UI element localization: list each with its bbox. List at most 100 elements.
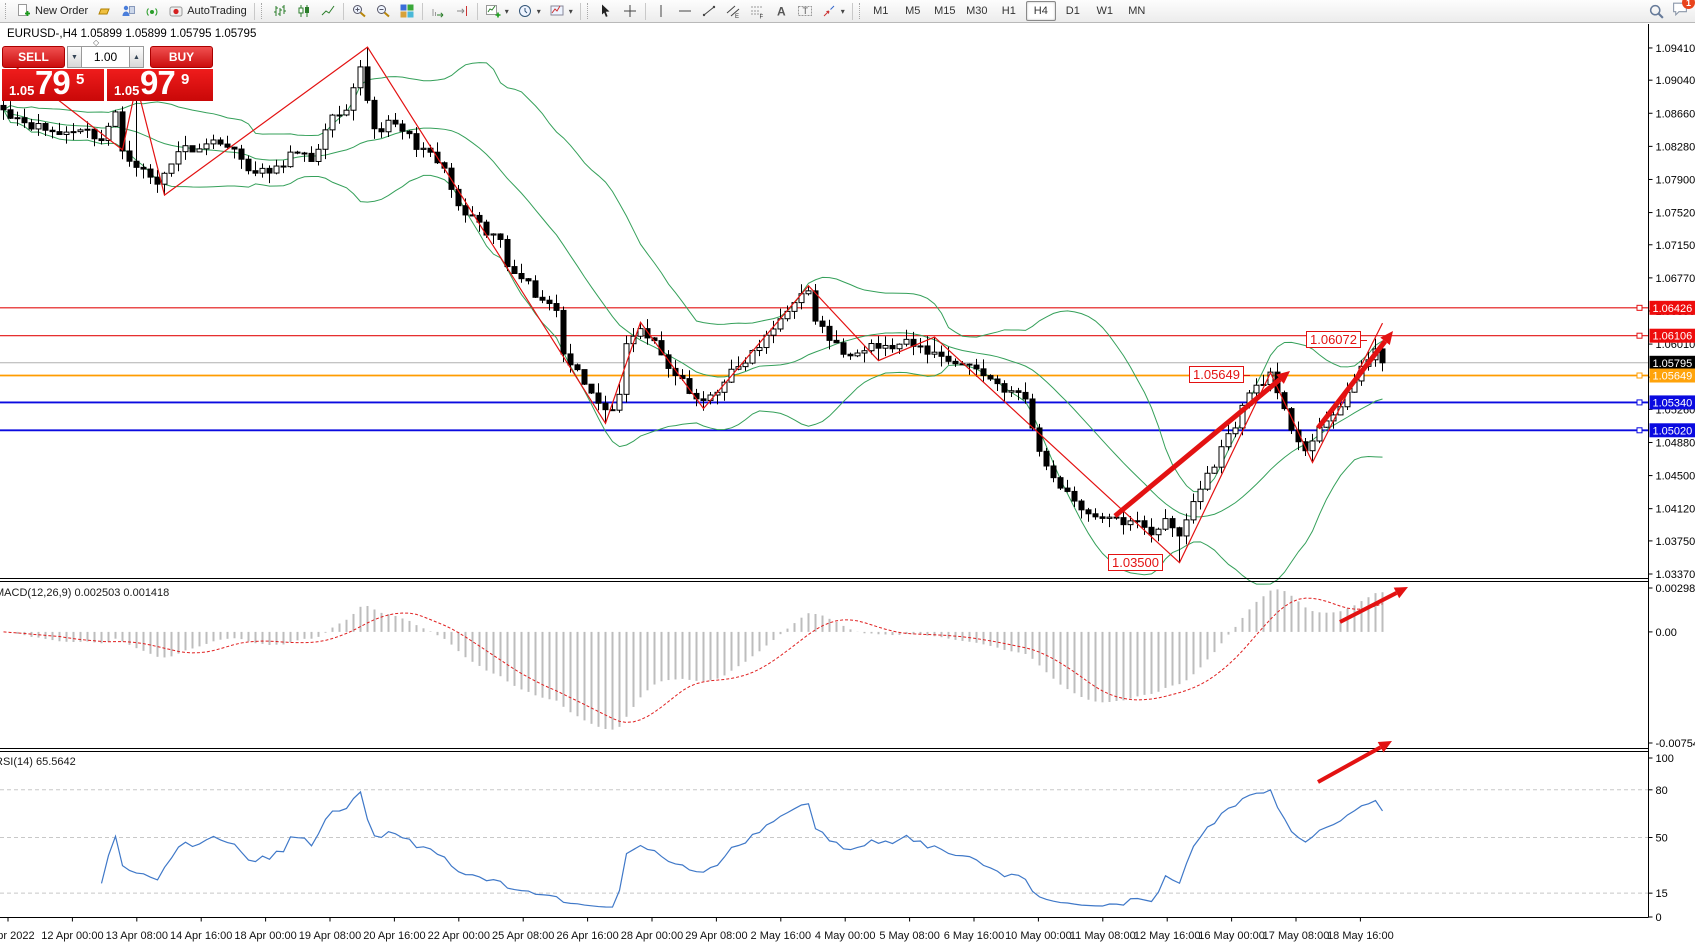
candle-body [112,111,119,127]
time-label: 28 Apr 00:00 [620,930,684,942]
candle-body [1162,518,1169,530]
hline-price-label-bg [1649,368,1695,383]
volume-increase-button[interactable]: ▲ [129,46,144,68]
arrows-tool-button[interactable]: ▾ [817,1,849,21]
svg-text:T: T [802,6,808,16]
candle-body [588,383,595,394]
zoom-out-button[interactable] [371,1,395,21]
text-label-button[interactable]: T [793,1,817,21]
timeframe-m1[interactable]: M1 [873,5,889,17]
price-annotation[interactable]: 1.06072 [1306,331,1367,348]
candle-body [847,353,854,357]
hline-anchor [1636,332,1643,339]
timeframe-mn[interactable]: MN [1128,5,1146,17]
notifications-button[interactable]: 1 [1671,0,1695,22]
trendline-button[interactable] [697,1,721,21]
buy-price-display[interactable]: 1.05 97 9 [107,64,213,101]
candlestick-chart-button[interactable] [292,1,316,21]
candle-body [476,214,483,223]
zoom-in-button[interactable] [347,1,371,21]
autotrading-button[interactable]: AutoTrading [164,1,251,21]
candle-body [511,266,518,274]
time-label: 13 Apr 08:00 [105,930,168,942]
time-label: 16 May 00:00 [1198,930,1265,942]
candle-body [784,310,791,320]
trade-panel-collapse-toggle[interactable]: ◇ [93,38,100,47]
trend-arrow-head [1276,371,1290,384]
timeframe-toolbar: M1 M5 M15 M30 H1 H4 D1 W1 MN [866,1,1152,21]
toolbar-separator [644,2,646,20]
sell-button[interactable]: SELL [2,46,65,68]
template-button[interactable]: ▾ [545,1,577,21]
horizontal-line-button[interactable] [673,1,697,21]
dropdown-caret: ▾ [568,6,573,16]
cursor-button[interactable] [594,1,618,21]
trend-arrow-shaft [1317,745,1382,784]
trend-arrow-shaft [1113,377,1282,518]
timeframe-h1[interactable]: H1 [1001,5,1016,17]
candle-body [301,152,308,155]
sell-price-prefix: 1.05 [9,83,35,98]
candle-body [1043,450,1050,467]
tile-windows-button[interactable] [395,1,419,21]
chart-shift-button[interactable] [450,1,474,21]
text-tool-button[interactable]: A [769,1,793,21]
candle-body [1029,398,1036,429]
vertical-line-button[interactable] [649,1,673,21]
volume-input[interactable] [82,46,129,68]
candle-body [1379,348,1386,364]
candle-body [826,325,833,341]
time-label: 14 Apr 16:00 [169,930,233,942]
buy-button[interactable]: BUY [150,46,213,68]
candle-body [539,296,546,301]
sell-price-display[interactable]: 1.05 79 5 [2,64,104,101]
search-icon[interactable] [1648,3,1665,20]
price-annotation[interactable]: 1.05649 [1189,366,1250,383]
candle-body [308,152,315,162]
candle-body [168,163,175,174]
new-order-button[interactable]: New Order [12,1,92,21]
timeframe-m30[interactable]: M30 [966,5,988,17]
candle-body [231,146,238,150]
line-chart-button[interactable] [316,1,340,21]
timeframe-w1[interactable]: W1 [1096,5,1114,17]
price-tick-label: 1.07900 [1656,174,1695,186]
rsi-axis-label: 0 [1656,912,1662,924]
crosshair-button[interactable] [618,1,642,21]
timeframe-d1[interactable]: D1 [1065,5,1080,17]
timeframe-m15[interactable]: M15 [934,5,956,17]
metaeditor-button[interactable] [116,1,140,21]
hline-price-label-bg [1649,300,1695,315]
auto-scroll-button[interactable] [426,1,450,21]
candle-body [1260,383,1267,386]
candle-body [469,214,476,217]
candle-body [350,87,357,111]
period-button[interactable]: ▾ [513,1,545,21]
new-chart-button[interactable]: ▾ [481,1,513,21]
price-tick-label: 1.03750 [1656,536,1695,548]
fibonacci-button[interactable]: F [745,1,769,21]
candle-body [854,352,861,357]
bar-chart-button[interactable] [268,1,292,21]
volume-decrease-button[interactable]: ▼ [67,46,82,68]
candle-body [987,375,994,380]
trend-arrow-head [1393,587,1408,599]
timeframe-m5[interactable]: M5 [905,5,921,17]
gold-bar-button[interactable] [92,1,116,21]
candle-body [1120,517,1127,526]
price-annotation[interactable]: 1.03500 [1108,554,1163,571]
candle-body [273,165,280,174]
toolbar-grip [5,3,9,19]
candle-body [581,369,588,385]
svg-text:F: F [759,15,763,20]
vertical-line-icon [660,5,662,17]
time-label: 5 May 08:00 [879,930,940,942]
hline-price-label: 1.05020 [1653,425,1693,437]
timeframe-h4[interactable]: H4 [1025,1,1056,21]
candle-body [1078,500,1085,511]
trendline-icon [702,5,715,17]
signals-button[interactable] [140,1,164,21]
equidistant-channel-button[interactable]: E [721,1,745,21]
